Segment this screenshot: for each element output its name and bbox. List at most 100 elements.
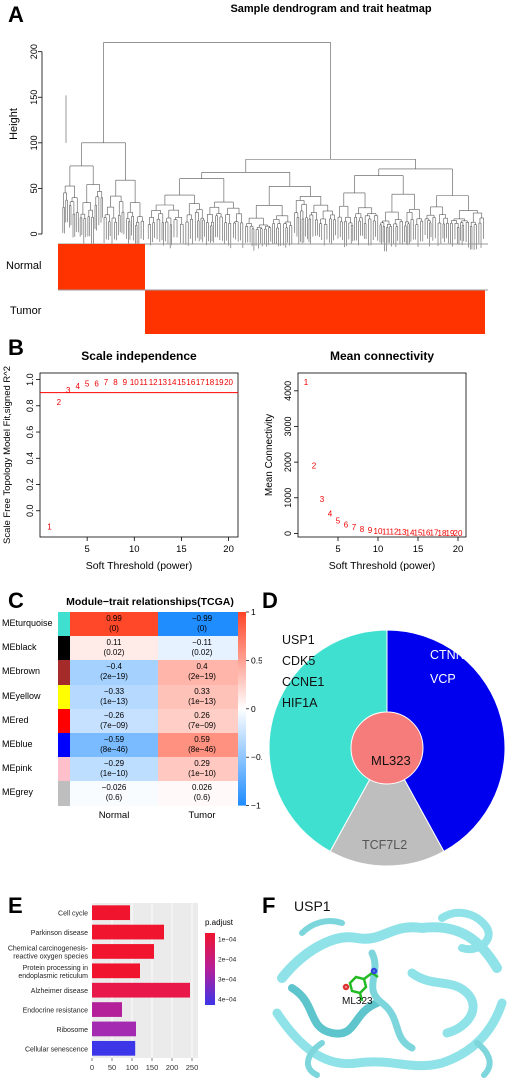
bar [92, 924, 164, 940]
bar-category-label: reactive oxygen species [13, 953, 88, 960]
data-point-label: 9 [368, 526, 373, 535]
trait-label-normal: Normal [6, 260, 42, 272]
scale-tick-label: 0 [251, 704, 256, 714]
trait-label-tumor: Tumor [10, 305, 42, 317]
legend-color-bar [205, 933, 215, 1005]
y-tick-label: 0.4 [25, 452, 35, 465]
module-color-swatch [58, 708, 70, 733]
y-tick-label: 1000 [283, 488, 293, 508]
heatmap-cell-value: −0.59 [103, 735, 125, 745]
y-tick-label: 4000 [283, 381, 293, 401]
heatmap-cell: 0.26 (7e−09) [158, 708, 246, 733]
heatmap-cell-pvalue: (1e−13) [100, 696, 128, 706]
heatmap-cell-value: −0.33 [103, 686, 125, 696]
heatmap-cell-pvalue: (7e−09) [188, 720, 216, 730]
bar-category-label: Chemical carcinogenesis- [8, 945, 89, 952]
ribbon-loop [368, 949, 416, 1052]
enrichment-bar-chart: 0 50 100 150 200 250 Cell cycle Parkinson disea… [8, 903, 237, 1072]
scale-tick-label: −0.5 [251, 752, 262, 762]
heatmap-cell-value: 0.29 [194, 759, 210, 769]
data-point-label: 14 [168, 378, 177, 387]
slice-blue-labels: CTNNB1 VCP [430, 643, 480, 691]
heatmap-cell-value: 0.99 [106, 614, 122, 624]
heatmap-cell-value: 0.59 [194, 735, 210, 745]
data-point-label: 11 [382, 527, 391, 536]
data-point-label: 11 [140, 378, 149, 387]
panel-c: Module−trait relationships(TCGA) MEturqu… [0, 588, 262, 893]
data-point-label: 20 [224, 378, 233, 387]
y-axis-label: Mean Connectivity [264, 414, 275, 496]
pie-slice [329, 746, 445, 867]
bar-category-label: Endocrine resistance [23, 1008, 88, 1015]
heatmap-row-label: MEblack [2, 642, 37, 653]
ribbon-loop [474, 1040, 493, 1078]
data-point-label: 1 [304, 378, 309, 387]
x-tick-label: 10 [373, 544, 384, 555]
heatmap-color-scale: 1 0.5 0 −0.5 −1 [238, 607, 262, 811]
bar-category-label: Protein processing in [23, 965, 88, 972]
heatmap-cell: 0.29 (1e−10) [158, 757, 246, 782]
data-point-label: 3 [66, 386, 71, 395]
heatmap-cell-value: −0.026 [101, 783, 127, 793]
data-point-label: 17 [196, 378, 205, 387]
module-color-swatch [58, 684, 70, 709]
data-point-label: 15 [414, 528, 423, 537]
dendrogram-tree [62, 42, 484, 252]
pie-center-circle [350, 711, 424, 785]
panel-a: Sample dendrogram and trait heatmap Heig… [0, 0, 512, 335]
plot-frame [297, 372, 467, 538]
scale-tick-label: 1 [251, 607, 256, 617]
data-point-label: 2 [312, 462, 317, 471]
panel-label-c: C [8, 588, 24, 613]
heatmap-cell-pvalue: (2e−19) [188, 672, 216, 682]
plot-title: Scale independence [81, 349, 197, 363]
heatmap-cell-pvalue: (2e−19) [100, 672, 128, 682]
data-point-label: 2 [57, 398, 62, 407]
bar [92, 944, 154, 959]
x-tick-label: 150 [146, 1063, 159, 1072]
data-point-label: 12 [390, 528, 399, 537]
heatmap-row-label: MEpink [2, 763, 33, 774]
x-axis-label: Soft Threshold (power) [329, 560, 436, 572]
gene-label: USP1 [282, 633, 315, 647]
ribbon-strand [277, 922, 502, 983]
heatmap-row-label: MEgrey [2, 787, 34, 798]
gene-label: VCP [430, 672, 456, 686]
y-tick-label: 0.2 [25, 478, 35, 491]
bar [92, 1002, 122, 1017]
heatmap-cell: −0.99 (0) [158, 612, 246, 637]
y-tick-label: 150 [29, 90, 39, 105]
y-tick-label: 0.8 [25, 400, 35, 413]
data-point-label: 13 [158, 378, 167, 387]
data-point-label: 16 [422, 529, 431, 538]
protein-structure [272, 908, 507, 1078]
ribbon-helix [407, 968, 478, 1038]
heatmap-cell-pvalue: (7e−09) [100, 720, 128, 730]
legend-tick-label: 3e−04 [218, 977, 237, 984]
data-point-label: 8 [113, 378, 118, 387]
y-axis-label: Scale Free Topology Model Fit,signed R^2 [2, 366, 13, 544]
trait-tumor-cell [145, 290, 485, 334]
heatmap-cell-pvalue: (0.02) [103, 648, 125, 658]
heatmap-cell-value: 0.4 [196, 662, 208, 672]
legend-title: p.adjust [205, 918, 234, 927]
panel-label-d: D [262, 588, 278, 613]
panel-d: USP1 CDK5 CCNE1 HIF1A CTNNB1 VCP TCF7L2 … [262, 588, 512, 893]
y-tick-label: 0 [29, 231, 39, 236]
x-tick-label: 100 [126, 1063, 139, 1072]
heatmap-column-label: Normal [98, 809, 130, 821]
protein-label: USP1 [294, 898, 331, 914]
heatmap-row-label: MEturquoise [2, 618, 53, 628]
panel-label-b: B [8, 335, 24, 360]
bar-category-label: Cell cycle [58, 911, 88, 918]
heatmap-cell-value: −0.26 [103, 710, 125, 720]
data-point-label: 9 [123, 378, 128, 387]
panel-b: Scale independence 5 10 15 20 0.0 0.2 0.4 0.6 0.8… [0, 335, 512, 590]
y-tick-label: 200 [29, 44, 39, 59]
x-axis-label: Soft Threshold (power) [86, 560, 193, 572]
module-color-swatch [58, 636, 70, 661]
heatmap-cell-value: −0.4 [106, 662, 122, 672]
data-point-label: 5 [336, 517, 341, 526]
